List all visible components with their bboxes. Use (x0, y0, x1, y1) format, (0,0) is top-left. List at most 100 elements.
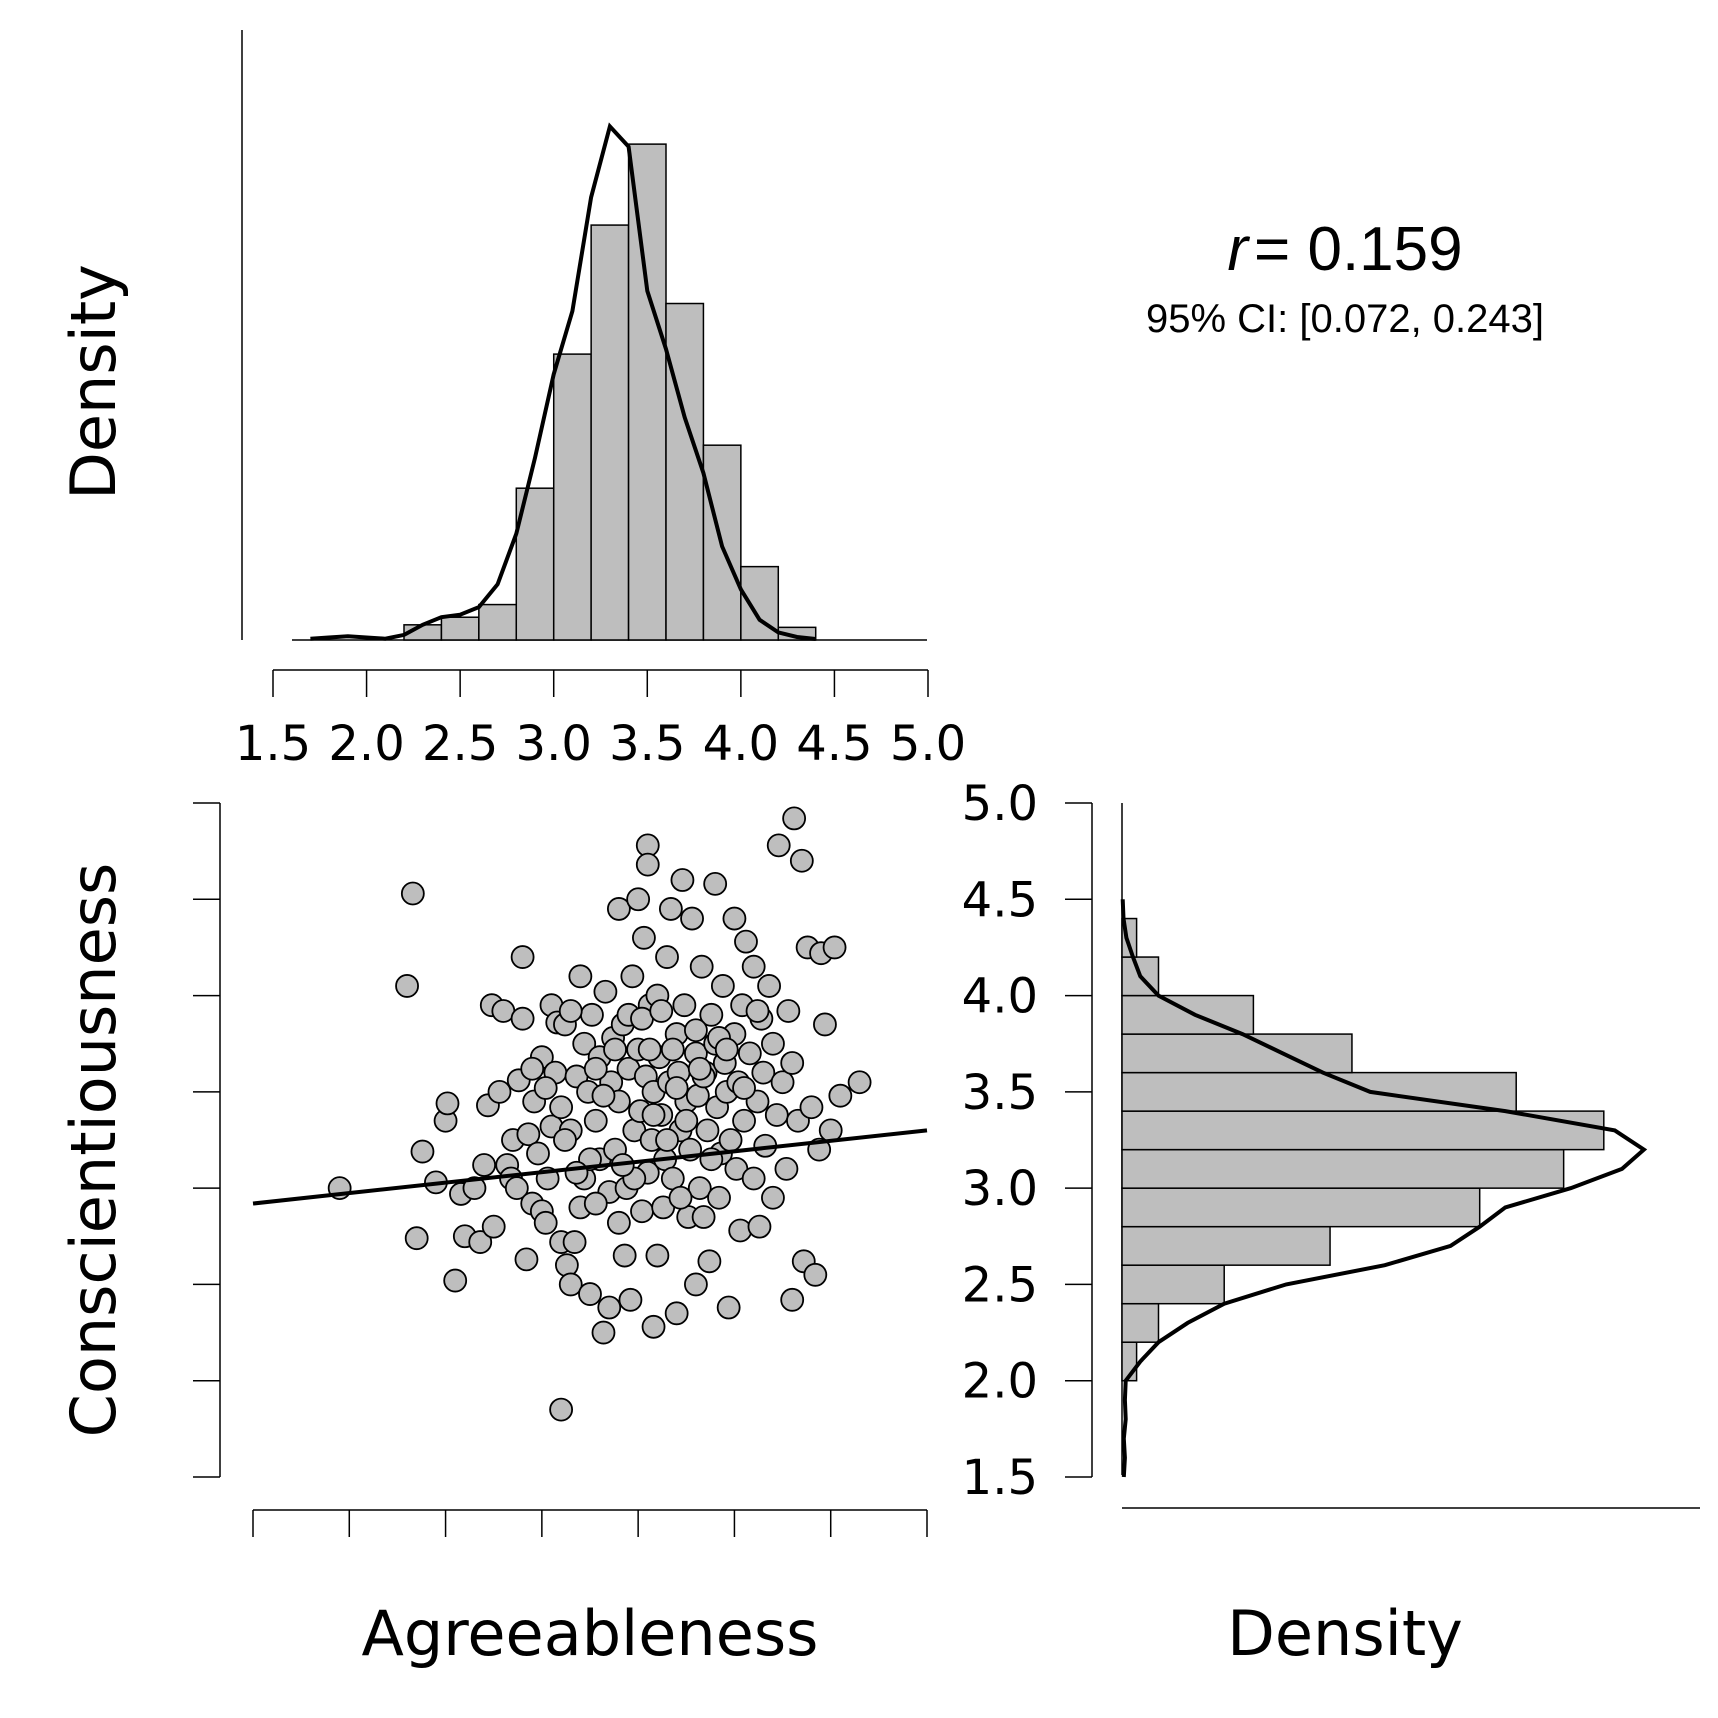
scatter-point (435, 1091, 460, 1116)
scatter-point (562, 1230, 587, 1254)
scatter-point (828, 1083, 853, 1108)
right-y-tick-label: 1.5 (962, 1450, 1038, 1506)
regression-line (252, 1128, 928, 1206)
scatter-point (664, 1076, 689, 1100)
scatter-point (741, 1166, 766, 1191)
scatter-point (606, 897, 631, 921)
scatter-point (766, 833, 791, 858)
right-y-axis: 1.5 2.0 2.5 3.0 3.5 4.0 4.5 5.0 (962, 776, 1092, 1506)
scatter-point (583, 1108, 608, 1133)
scatter-point (504, 1176, 529, 1201)
top-histogram-bar (478, 603, 518, 641)
r-value: = 0.159 (1254, 215, 1463, 284)
scatter-point (668, 1185, 693, 1210)
scatter-point (558, 1272, 583, 1297)
scatter-point (558, 999, 583, 1023)
scatter-point (741, 954, 766, 979)
top-x-tick-label: 3.0 (516, 716, 592, 772)
top-density-panel: Density (57, 30, 927, 641)
scatter-point (695, 1118, 720, 1143)
scatter-point (641, 1314, 666, 1339)
scatter-point (626, 887, 651, 912)
scatter-point (395, 974, 419, 998)
scatter-point (618, 1287, 643, 1312)
scatter-point (703, 871, 728, 896)
right-histogram-bar (1121, 1033, 1353, 1074)
scatter-point (699, 1002, 724, 1027)
scatter-point (734, 929, 758, 954)
scatter-point (593, 979, 618, 1004)
scatter-panel: Agreeableness Conscientiousness (57, 802, 928, 1670)
scatter-point (776, 999, 801, 1023)
scatter-point (710, 974, 735, 998)
scatter-point (684, 1018, 708, 1043)
scatter-point (632, 925, 656, 950)
top-x-tick-label: 2.5 (422, 716, 498, 772)
scatter-point (612, 1243, 637, 1268)
right-y-tick-label: 3.0 (962, 1161, 1038, 1217)
top-histogram-bar (590, 224, 630, 641)
x-axis-title: Agreeableness (362, 1597, 819, 1670)
correlation-annotation: r= 0.159 95% CI: [0.072, 0.243] (1146, 215, 1544, 341)
right-histogram-bar (1121, 1302, 1160, 1343)
top-histogram-bar (552, 353, 592, 641)
scatter-point (770, 1070, 795, 1095)
top-density-curve (310, 122, 816, 641)
scatter-point (747, 1214, 772, 1239)
scatter-point (655, 945, 679, 969)
right-y-tick-label: 4.5 (962, 872, 1038, 928)
scatter-point (526, 1141, 550, 1166)
scatter-point (674, 1108, 699, 1133)
scatter-point (410, 1139, 435, 1164)
scatter-point (687, 1176, 712, 1201)
right-y-tick-label: 2.0 (962, 1354, 1038, 1410)
scatter-point (510, 1006, 535, 1031)
scatter-point (764, 1103, 789, 1127)
top-histogram-bar (627, 143, 667, 641)
scatter-point (641, 1103, 666, 1127)
scatter-point (680, 906, 704, 931)
scatter-point (645, 1243, 670, 1268)
scatter-point (813, 1012, 837, 1037)
right-histogram-bar (1121, 1264, 1225, 1305)
scatter-point (697, 1249, 722, 1274)
scatter-point (722, 906, 747, 931)
scatter-point (757, 974, 781, 998)
right-histogram-bars (1121, 917, 1605, 1382)
scatter-point (635, 852, 660, 877)
scatter-point (689, 954, 714, 979)
scatter-point (443, 1268, 468, 1293)
scatter-point (514, 1247, 539, 1272)
top-histogram-bars (403, 143, 817, 641)
right-y-tick-label: 2.5 (962, 1257, 1038, 1313)
scatter-point (687, 1056, 712, 1081)
scatter-point (572, 1031, 597, 1056)
right-y-tick-label: 5.0 (962, 776, 1038, 832)
scatter-point (751, 1060, 776, 1085)
correlation-ci: 95% CI: [0.072, 0.243] (1146, 297, 1544, 341)
right-histogram-bar (1121, 994, 1255, 1035)
scatter-point (606, 1210, 631, 1235)
scatter-point (591, 1320, 616, 1345)
top-x-tick-label: 1.5 (235, 716, 311, 772)
scatter-point (672, 993, 697, 1018)
scatter-point (520, 1056, 545, 1081)
scatter-point (761, 1185, 785, 1210)
right-density-panel: 1.5 2.0 2.5 3.0 3.5 4.0 4.5 5.0 Density (962, 776, 1700, 1670)
top-x-tick-label: 4.5 (796, 716, 872, 772)
scatter-point (716, 1295, 741, 1320)
scatter-point (583, 1056, 608, 1081)
correlation-r: r= 0.159 (1227, 215, 1462, 284)
scatter-point (487, 1079, 512, 1104)
top-x-tick-label: 4.0 (703, 716, 779, 772)
scatter-point (732, 1076, 756, 1100)
scatter-point (533, 1210, 558, 1235)
right-histogram-bar (1121, 1187, 1481, 1228)
scatter-point (649, 999, 674, 1023)
scatter-point (549, 1095, 574, 1120)
scatter-point (637, 1037, 662, 1062)
scatter-point (516, 1122, 541, 1147)
y-axis-title: Conscientiousness (57, 863, 130, 1438)
scatter-points (327, 806, 872, 1422)
